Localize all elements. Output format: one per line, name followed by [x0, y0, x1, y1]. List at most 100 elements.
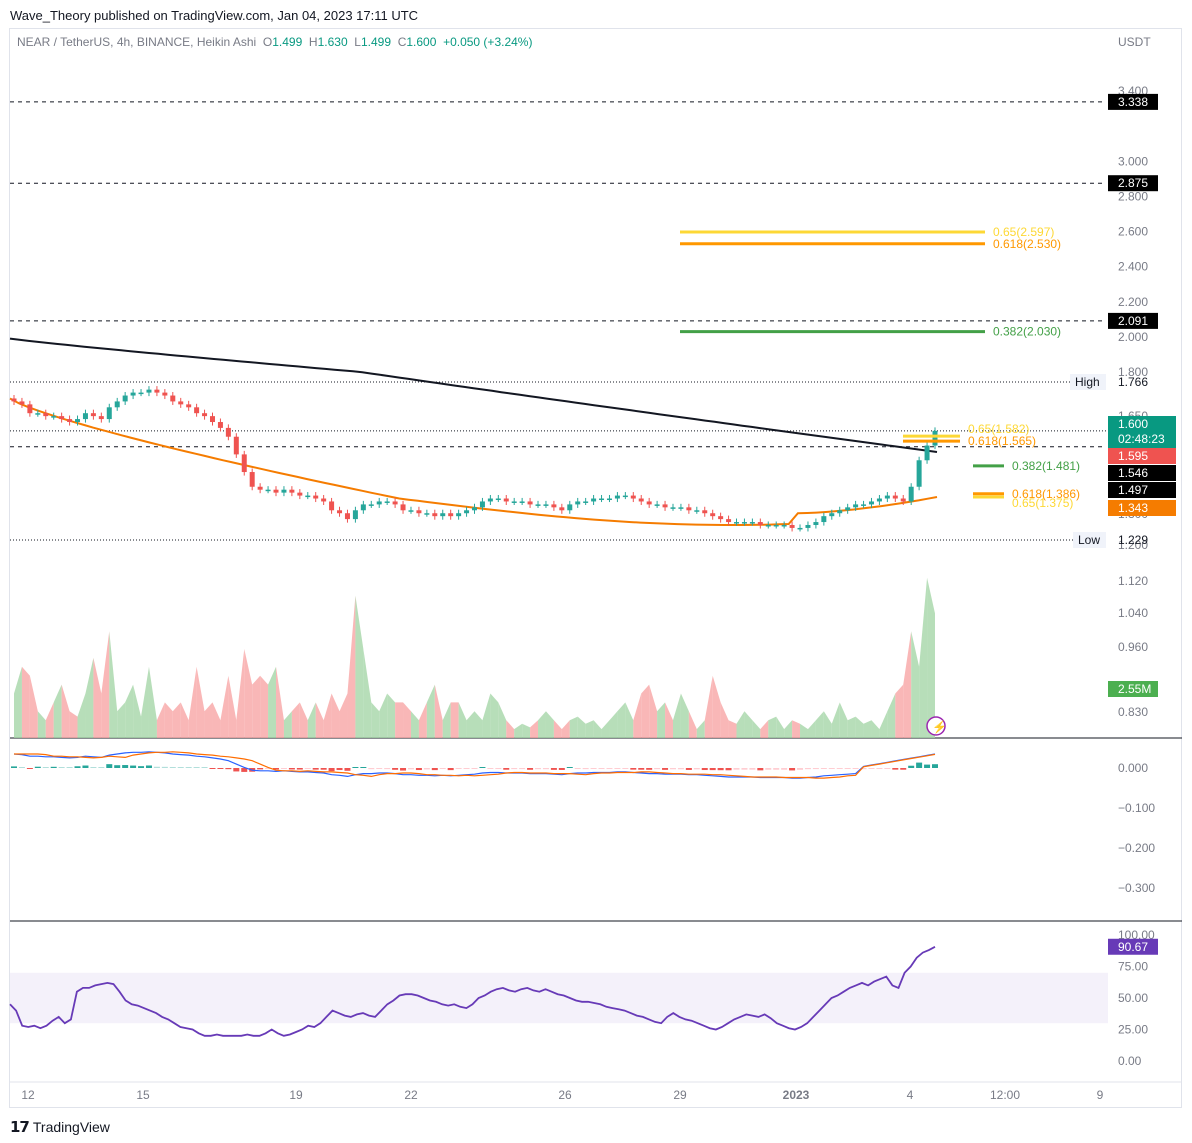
- volume-area: [45, 702, 54, 738]
- candle-body: [257, 486, 263, 490]
- volume-area: [760, 720, 769, 738]
- volume-area: [657, 702, 666, 738]
- candle-body: [313, 495, 319, 499]
- price-tag: [1108, 448, 1176, 464]
- macd-histogram-bar: [574, 768, 581, 769]
- volume-area: [236, 649, 245, 738]
- candle-body: [337, 510, 343, 514]
- candle-body: [757, 522, 763, 525]
- open-label: O: [262, 35, 273, 49]
- candle-body: [845, 507, 851, 511]
- chart-frame: [9, 28, 1182, 1108]
- macd-histogram-bar: [797, 768, 804, 770]
- volume-area: [553, 720, 562, 738]
- volume-area: [69, 711, 78, 738]
- volume-area: [148, 666, 157, 738]
- volume-area: [855, 716, 864, 738]
- volume-area: [514, 723, 523, 738]
- volume-area: [847, 716, 856, 738]
- high-value: 1.766: [1118, 375, 1148, 389]
- volume-area: [911, 631, 920, 738]
- candle-body: [829, 513, 835, 517]
- high-label: High: [1075, 375, 1100, 389]
- symbol-legend: NEAR / TetherUS, 4h, BINANCE, Heikin Ash…: [17, 35, 532, 49]
- close-value: 1.600: [406, 35, 437, 49]
- macd-histogram-bar: [368, 768, 375, 770]
- rsi-axis-tick: 50.00: [1118, 991, 1148, 1005]
- low-value: 1.229: [1118, 533, 1148, 547]
- candle-body: [527, 501, 533, 505]
- candle-body: [503, 498, 509, 502]
- currency-label[interactable]: USDT: [1118, 35, 1151, 49]
- volume-area: [863, 720, 872, 738]
- rsi-tag: [1108, 938, 1158, 955]
- macd-histogram-bar: [844, 768, 851, 769]
- candle-body: [202, 413, 208, 417]
- candle-body: [686, 507, 692, 511]
- candle-body: [884, 495, 890, 499]
- volume-area: [212, 702, 221, 738]
- volume-area: [545, 711, 554, 738]
- macd-histogram-bar: [741, 768, 748, 770]
- volume-area: [498, 702, 507, 738]
- price-axis-tick: 1.200: [1118, 538, 1148, 552]
- volume-area: [641, 684, 650, 738]
- candle-body: [551, 504, 557, 508]
- candle-body: [35, 413, 41, 415]
- ema-short-line: [9, 397, 938, 526]
- candle-body: [606, 498, 612, 501]
- volume-area: [164, 702, 173, 738]
- candle-body: [575, 501, 581, 505]
- volume-area: [752, 720, 761, 738]
- macd-histogram-bar: [225, 768, 232, 770]
- candle-body: [718, 516, 724, 520]
- macd-histogram-bar: [804, 768, 811, 770]
- candle-body: [765, 524, 771, 527]
- candle-body: [567, 504, 573, 511]
- volume-area: [29, 675, 38, 738]
- candle-body: [209, 416, 215, 423]
- macd-histogram-bar: [423, 768, 430, 770]
- volume-area: [649, 684, 658, 738]
- candle-body: [217, 422, 223, 428]
- macd-histogram-bar: [288, 768, 295, 770]
- volume-area: [633, 693, 642, 738]
- volume-area: [434, 684, 443, 738]
- macd-histogram-bar: [320, 768, 327, 770]
- time-axis-tick: 22: [404, 1088, 418, 1102]
- volume-area: [577, 716, 586, 738]
- macd-histogram-bar: [82, 765, 89, 768]
- volume-area: [506, 720, 515, 738]
- footer-brand-label: TradingView: [32, 1119, 110, 1135]
- price-tag-value: 1.343: [1118, 501, 1148, 515]
- candle-body: [448, 513, 454, 517]
- change-value: +0.050 (+3.24%): [443, 35, 533, 49]
- low-value: 1.499: [360, 35, 392, 49]
- candle-body: [654, 504, 660, 506]
- macd-histogram-bar: [638, 768, 645, 770]
- candle-body: [900, 498, 906, 502]
- macd-axis-tick: −0.100: [1118, 801, 1155, 815]
- macd-histogram-bar: [495, 768, 502, 770]
- macd-histogram-bar: [860, 768, 867, 770]
- volume-area: [585, 720, 594, 738]
- symbol-name[interactable]: NEAR / TetherUS, 4h, BINANCE, Heikin Ash…: [17, 35, 257, 49]
- time-axis-tick: 2023: [783, 1088, 810, 1102]
- fib-level-label: 0.618(1.386): [1012, 487, 1080, 501]
- candle-body: [630, 495, 636, 499]
- volume-value: 2.55M: [1118, 682, 1151, 696]
- macd-histogram-bar: [26, 768, 33, 769]
- macd-histogram-bar: [161, 766, 168, 768]
- macd-histogram-bar: [701, 768, 708, 771]
- macd-histogram-bar: [106, 764, 113, 768]
- macd-histogram-bar: [42, 767, 49, 768]
- macd-histogram-bar: [812, 768, 819, 770]
- macd-histogram-bar: [868, 768, 875, 769]
- macd-histogram-bar: [344, 768, 351, 771]
- price-axis-tick: 0.830: [1118, 705, 1148, 719]
- macd-histogram-bar: [749, 768, 756, 770]
- candle-body: [98, 416, 104, 420]
- volume-area: [919, 577, 928, 738]
- macd-histogram-bar: [304, 768, 311, 769]
